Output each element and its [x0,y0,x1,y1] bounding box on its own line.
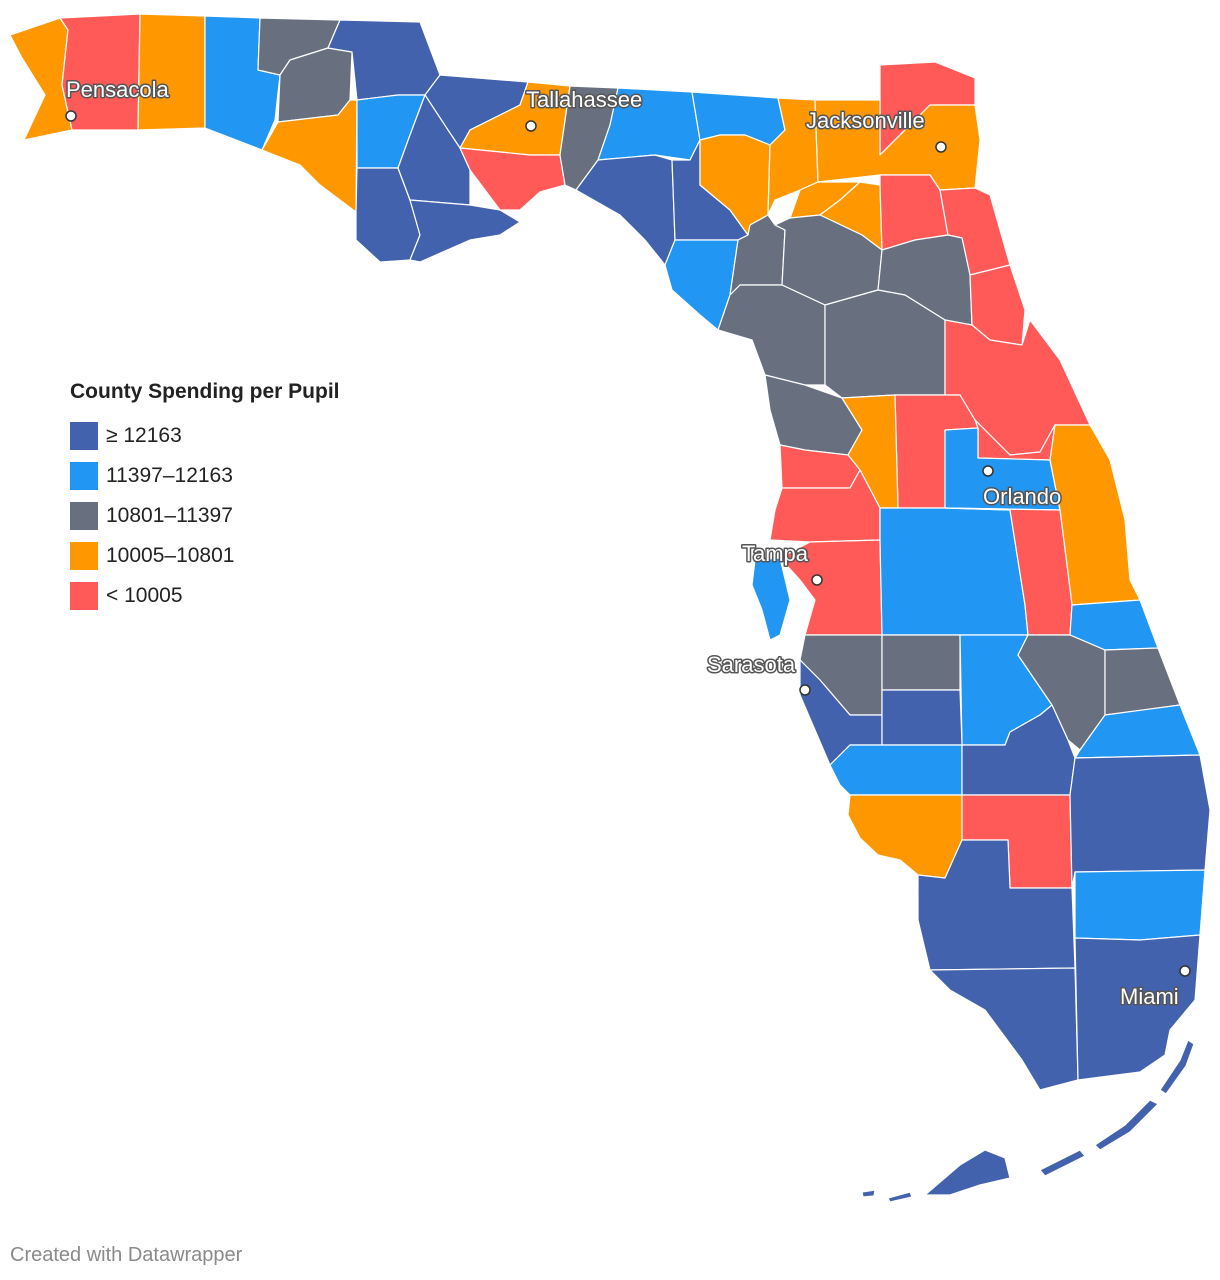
city-orlando: Orlando [982,465,1063,511]
city-label-pensacola: Pensacola [66,77,170,102]
county-wakulla[interactable] [459,147,566,211]
city-tampa: Tampa [741,540,823,586]
city-tallahassee: Tallahassee [525,86,644,132]
county-miami-dade[interactable] [1074,934,1201,1081]
legend-title: County Spending per Pupil [70,380,340,403]
city-label-miami: Miami [1120,984,1179,1009]
legend-item: 11397–12163 [70,456,340,496]
legend-swatch [70,462,98,490]
city-marker-pensacola [65,110,77,122]
legend-label: 11397–12163 [106,464,233,487]
legend-label: 10005–10801 [106,544,235,567]
legend-item: 10801–11397 [70,496,340,536]
city-marker-sarasota [799,684,811,696]
legend-item: 10005–10801 [70,536,340,576]
county-desoto[interactable] [881,689,963,746]
credit-text: Created with Datawrapper [10,1244,243,1266]
county-palm-beach[interactable] [1069,754,1211,889]
legend-item: < 10005 [70,576,340,616]
county-pinellas[interactable] [751,557,791,641]
county-charlotte[interactable] [829,744,963,796]
city-label-orlando: Orlando [983,484,1061,509]
city-jacksonville: Jacksonville [805,107,947,153]
legend-label: ≥ 12163 [106,424,182,447]
legend-swatch [70,542,98,570]
legend-item: ≥ 12163 [70,416,340,456]
county-taylor[interactable] [575,154,676,266]
city-marker-miami [1179,965,1191,977]
legend-swatch [70,422,98,450]
legend-swatch [70,582,98,610]
city-marker-jacksonville [935,141,947,153]
legend-label: < 10005 [106,584,183,607]
county-franklin[interactable] [409,199,521,263]
county-st-lucie[interactable] [1104,647,1181,716]
legend-swatch [70,502,98,530]
county-brevard[interactable] [1049,424,1141,606]
county-monroe-keys [861,1039,1195,1203]
city-miami: Miami [1119,965,1191,1011]
city-marker-orlando [982,465,994,477]
city-marker-tallahassee [525,120,537,132]
city-label-tallahassee: Tallahassee [526,87,642,112]
county-monroe[interactable] [929,967,1079,1091]
county-broward[interactable] [1074,869,1206,941]
legend: County Spending per Pupil ≥ 12163 11397–… [70,380,340,616]
city-marker-tampa [811,574,823,586]
city-label-sarasota: Sarasota [707,652,796,677]
city-sarasota: Sarasota [706,651,811,696]
legend-label: 10801–11397 [106,504,233,527]
city-label-tampa: Tampa [742,541,809,566]
county-hardee[interactable] [881,634,961,691]
county-collier[interactable] [917,839,1076,971]
county-lee[interactable] [847,794,963,879]
city-pensacola: Pensacola [65,76,171,122]
county-okaloosa[interactable] [137,13,206,131]
city-label-jacksonville: Jacksonville [806,108,925,133]
county-polk[interactable] [879,507,1029,636]
county-levy[interactable] [717,284,826,386]
